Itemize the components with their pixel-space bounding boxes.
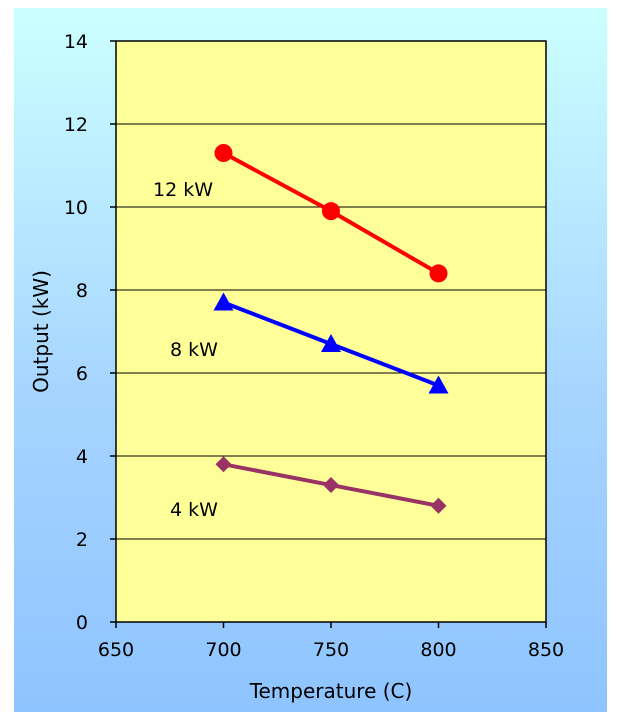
y-tick-label: 10	[64, 197, 88, 219]
y-tick-label: 0	[76, 612, 88, 634]
y-tick-label: 6	[76, 363, 88, 385]
plot-area	[116, 41, 546, 622]
chart-frame: 0 2 4 6 8 10 12 14 650 700 750 800 850 12 kW 8 kW 4 kW…	[14, 8, 607, 712]
series-label: 4 kW	[170, 499, 218, 521]
series-1	[214, 144, 448, 283]
data-point	[429, 264, 448, 283]
series-label: 8 kW	[170, 339, 218, 361]
data-point	[430, 497, 447, 514]
x-tick-label: 650	[98, 639, 134, 661]
data-point	[323, 477, 339, 494]
axes: 0 2 4 6 8 10 12 14 650 700 750 800 850	[64, 31, 564, 661]
series-layer	[213, 144, 449, 514]
data-point	[213, 292, 234, 311]
data-point	[428, 375, 449, 394]
line-chart: 0 2 4 6 8 10 12 14 650 700 750 800 850 12 kW 8 kW 4 kW…	[29, 31, 564, 703]
y-axis-title: Output (kW)	[29, 270, 53, 393]
x-tick-label: 800	[420, 639, 456, 661]
series-2	[213, 292, 449, 394]
y-tick-label: 2	[76, 529, 88, 551]
labels-layer: 12 kW 8 kW 4 kW	[153, 179, 218, 521]
series-3	[215, 456, 447, 514]
y-tick-label: 8	[76, 280, 88, 302]
x-axis-title: Temperature (C)	[249, 679, 413, 703]
y-tick-label: 12	[64, 114, 88, 136]
y-tick-label: 14	[64, 31, 88, 53]
y-tick-label: 4	[76, 446, 88, 468]
x-tick-label: 750	[313, 639, 349, 661]
plot-background	[116, 41, 546, 622]
x-tick-label: 700	[205, 639, 241, 661]
data-point	[321, 333, 341, 352]
x-tick-label: 850	[528, 639, 564, 661]
data-point	[214, 144, 233, 163]
data-point	[215, 456, 232, 473]
series-label: 12 kW	[153, 179, 213, 201]
data-point	[322, 202, 340, 221]
